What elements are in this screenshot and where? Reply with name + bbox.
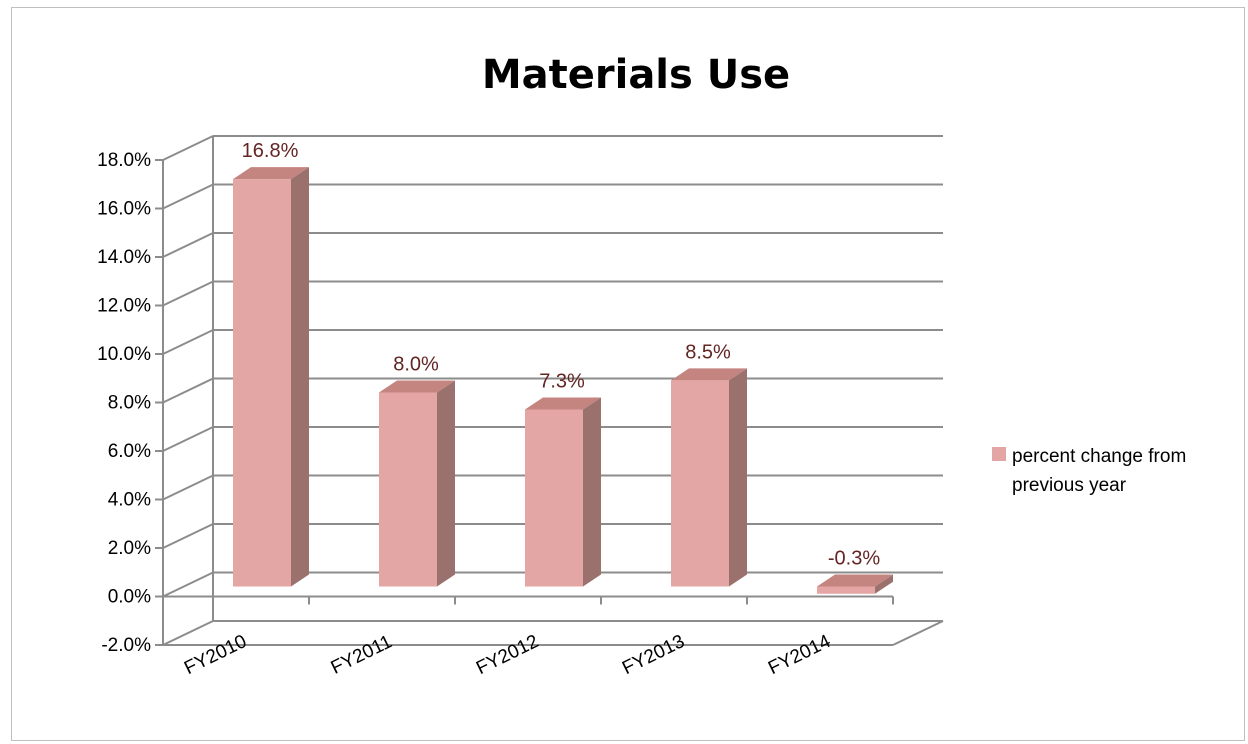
data-label: 16.8% <box>242 140 299 162</box>
bar-top <box>671 368 747 381</box>
bar-front <box>671 380 729 587</box>
y-tick-label: 0.0% <box>108 587 151 608</box>
legend-label-line-2: previous year <box>1012 475 1127 496</box>
y-tick-label: 16.0% <box>97 199 151 220</box>
gridline-side <box>162 571 214 598</box>
chart-frame <box>11 7 1245 741</box>
y-axis-ticks: -2.0% 0.0% 2.0% 4.0% 6.0% 8.0% 10.0% 12.0% 14.0%… <box>97 150 151 656</box>
bar-side <box>875 574 893 594</box>
data-label: 8.0% <box>393 354 439 376</box>
gridline-side <box>162 135 214 161</box>
bar-top <box>379 380 455 393</box>
x-axis-categories: FY2010 FY2011 FY2012 FY2013 FY2014 <box>181 631 834 679</box>
x-category-label: FY2012 <box>473 631 542 679</box>
x-category-label: FY2013 <box>619 631 688 679</box>
y-tick-label: 14.0% <box>97 247 151 268</box>
gridline-side <box>162 426 214 452</box>
floor-right-edge <box>892 620 944 646</box>
data-label: 8.5% <box>685 341 731 363</box>
y-tick-label: 8.0% <box>108 393 151 414</box>
y-tick-label: 18.0% <box>97 150 151 171</box>
bar-side <box>583 397 601 587</box>
y-tick-label: -2.0% <box>101 635 151 656</box>
data-label: 7.3% <box>539 370 585 392</box>
bar-side <box>437 380 455 587</box>
bars <box>233 167 893 594</box>
gridline-side <box>162 280 214 307</box>
bar-FY2012 <box>525 397 601 587</box>
data-labels: 16.8% 8.0% 7.3% 8.5% -0.3% <box>242 140 881 569</box>
bar-side <box>291 167 309 587</box>
bar-top <box>525 397 601 410</box>
x-category-label: FY2014 <box>765 631 834 679</box>
data-label: -0.3% <box>828 548 880 570</box>
bar-front <box>233 179 291 587</box>
bar-front <box>379 392 437 587</box>
gridline-side <box>162 329 214 355</box>
gridline-side <box>162 377 214 404</box>
bar-top <box>817 574 893 587</box>
legend-label-line-1: percent change from <box>1012 446 1186 467</box>
x-category-label: FY2011 <box>328 631 396 678</box>
gridline-side <box>162 620 214 646</box>
y-tick-label: 2.0% <box>108 538 151 559</box>
bar-front <box>525 409 583 587</box>
bar-FY2014 <box>817 574 893 594</box>
legend: percent change from previous year <box>992 446 1186 496</box>
gridline-side <box>162 523 214 549</box>
bar-side <box>729 368 747 587</box>
bar-top <box>233 167 309 180</box>
legend-swatch <box>992 447 1006 461</box>
bar-FY2011 <box>379 380 455 587</box>
gridline-side <box>162 474 214 501</box>
gridline-side <box>162 232 214 258</box>
y-tick-label: 4.0% <box>108 490 151 511</box>
gridline-side <box>162 183 214 210</box>
x-category-label: FY2010 <box>181 631 250 679</box>
y-tick-label: 10.0% <box>97 344 151 365</box>
bar-FY2013 <box>671 368 747 587</box>
y-tick-label: 12.0% <box>97 296 151 317</box>
bar-front <box>817 586 875 594</box>
y-tick-label: 6.0% <box>108 441 151 462</box>
bar-FY2010 <box>233 167 309 587</box>
chart-title: Materials Use <box>482 52 790 98</box>
